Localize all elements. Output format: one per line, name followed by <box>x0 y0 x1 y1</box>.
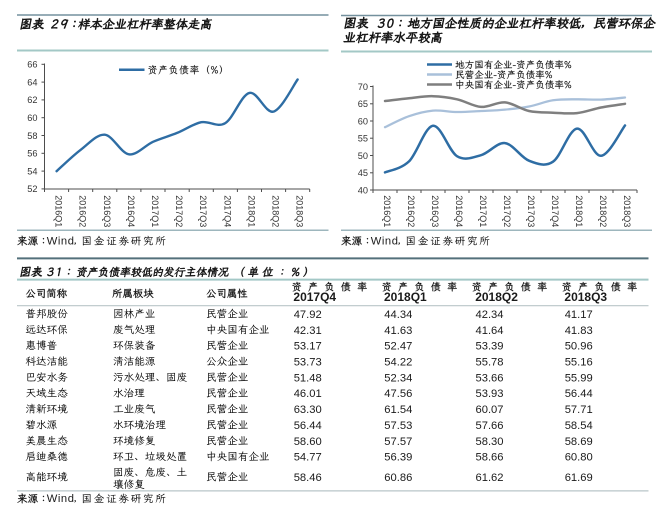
svg-text:Wind: Wind <box>371 236 399 248</box>
svg-text:56.39: 56.39 <box>384 452 412 464</box>
svg-text:56.44: 56.44 <box>565 388 593 400</box>
svg-text:52.47: 52.47 <box>384 341 412 353</box>
svg-text:58.60: 58.60 <box>294 436 322 448</box>
svg-text:41.64: 41.64 <box>476 325 504 337</box>
svg-text:50.96: 50.96 <box>565 341 593 353</box>
svg-text:2018Q2: 2018Q2 <box>475 290 518 304</box>
svg-text:41.17: 41.17 <box>565 309 593 321</box>
svg-text:53.39: 53.39 <box>476 341 504 353</box>
svg-text:2016Q2: 2016Q2 <box>78 195 88 227</box>
svg-text:2017Q3: 2017Q3 <box>526 195 536 227</box>
svg-text:2016Q3: 2016Q3 <box>102 195 112 227</box>
svg-text:53.17: 53.17 <box>294 341 322 353</box>
svg-text:60.86: 60.86 <box>384 472 412 484</box>
svg-text:55.78: 55.78 <box>476 357 504 369</box>
svg-text:57.66: 57.66 <box>476 420 504 432</box>
svg-text:58.69: 58.69 <box>565 436 593 448</box>
svg-text:57.53: 57.53 <box>384 420 412 432</box>
svg-text:63.30: 63.30 <box>294 404 322 416</box>
svg-text:41.83: 41.83 <box>565 325 593 337</box>
svg-text:2018Q3: 2018Q3 <box>295 195 305 227</box>
svg-text:51.48: 51.48 <box>294 372 322 384</box>
svg-text:2016Q1: 2016Q1 <box>54 195 64 227</box>
svg-text:47.56: 47.56 <box>384 388 412 400</box>
svg-text:58.46: 58.46 <box>294 472 322 484</box>
svg-text:2018Q1: 2018Q1 <box>384 290 427 304</box>
svg-text:56: 56 <box>27 149 37 159</box>
svg-text:2017Q3: 2017Q3 <box>198 195 208 227</box>
svg-text:2016Q3: 2016Q3 <box>430 195 440 227</box>
svg-text:61.54: 61.54 <box>384 404 412 416</box>
svg-text:58.30: 58.30 <box>476 436 504 448</box>
svg-text:70: 70 <box>358 82 368 92</box>
svg-text:2018Q2: 2018Q2 <box>598 195 608 227</box>
svg-text:56.44: 56.44 <box>294 420 322 432</box>
svg-text:53.93: 53.93 <box>476 388 504 400</box>
svg-text:52: 52 <box>27 184 37 194</box>
svg-text:58.54: 58.54 <box>565 420 593 432</box>
svg-text:55.99: 55.99 <box>565 372 593 384</box>
svg-text:2018Q3: 2018Q3 <box>564 290 607 304</box>
svg-text:2018Q3: 2018Q3 <box>622 195 632 227</box>
svg-text:65: 65 <box>358 99 368 109</box>
svg-text:46.01: 46.01 <box>294 388 322 400</box>
svg-text:2016Q2: 2016Q2 <box>406 195 416 227</box>
svg-text:58: 58 <box>27 131 37 141</box>
svg-text:53.66: 53.66 <box>476 372 504 384</box>
svg-text:54.77: 54.77 <box>294 452 322 464</box>
svg-text:2016Q4: 2016Q4 <box>454 195 464 227</box>
svg-text:53.73: 53.73 <box>294 357 322 369</box>
svg-text:54.22: 54.22 <box>384 357 412 369</box>
svg-text:60.80: 60.80 <box>565 452 593 464</box>
svg-text:2018Q2: 2018Q2 <box>271 195 281 227</box>
svg-text:42.31: 42.31 <box>294 325 322 337</box>
svg-text:54: 54 <box>27 166 37 176</box>
svg-text:50: 50 <box>358 151 368 161</box>
svg-text:55: 55 <box>358 134 368 144</box>
svg-text:Wind: Wind <box>47 493 75 505</box>
svg-text:44.34: 44.34 <box>384 309 412 321</box>
svg-text:2017Q2: 2017Q2 <box>502 195 512 227</box>
svg-text:2017Q4: 2017Q4 <box>550 195 560 227</box>
svg-text:41.63: 41.63 <box>384 325 412 337</box>
svg-text:2016Q1: 2016Q1 <box>382 195 392 227</box>
svg-text:55.16: 55.16 <box>565 357 593 369</box>
svg-text:61.62: 61.62 <box>476 472 504 484</box>
svg-text:2018Q1: 2018Q1 <box>574 195 584 227</box>
svg-text:60: 60 <box>27 113 37 123</box>
svg-text:57.71: 57.71 <box>565 404 593 416</box>
svg-text:62: 62 <box>27 95 37 105</box>
svg-text:2017Q1: 2017Q1 <box>478 195 488 227</box>
svg-text:60.07: 60.07 <box>476 404 504 416</box>
svg-text:40: 40 <box>358 185 368 195</box>
svg-text:42.34: 42.34 <box>476 309 504 321</box>
svg-text:52.34: 52.34 <box>384 372 412 384</box>
svg-text:2017Q2: 2017Q2 <box>174 195 184 227</box>
svg-text:64: 64 <box>27 77 37 87</box>
svg-text:2016Q4: 2016Q4 <box>126 195 136 227</box>
svg-text:2017Q4: 2017Q4 <box>222 195 232 227</box>
svg-text:66: 66 <box>27 60 37 70</box>
svg-text:2018Q1: 2018Q1 <box>246 195 256 227</box>
svg-text:57.57: 57.57 <box>384 436 412 448</box>
svg-text:61.69: 61.69 <box>565 472 593 484</box>
svg-text:47.92: 47.92 <box>294 309 322 321</box>
svg-text:45: 45 <box>358 168 368 178</box>
svg-text:60: 60 <box>358 116 368 126</box>
svg-text:2017Q4: 2017Q4 <box>293 290 336 304</box>
svg-text:Wind: Wind <box>47 236 75 248</box>
svg-text:58.66: 58.66 <box>476 452 504 464</box>
svg-text:2017Q1: 2017Q1 <box>150 195 160 227</box>
